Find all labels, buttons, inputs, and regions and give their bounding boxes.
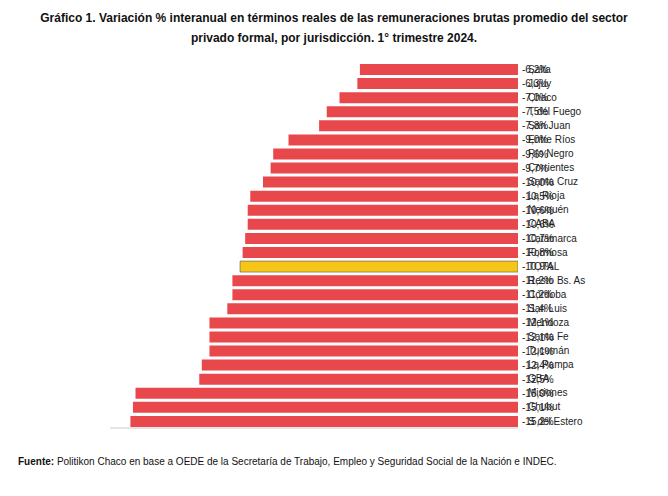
svg-text:-10,9%: -10,9% (522, 261, 554, 272)
svg-text:-10,7%: -10,7% (522, 233, 554, 244)
svg-text:-11,2%: -11,2% (522, 275, 553, 286)
svg-text:-11,2%: -11,2% (522, 289, 553, 300)
svg-text:-10,0%: -10,0% (522, 177, 554, 188)
svg-text:Corrientes: Corrientes (528, 162, 575, 174)
svg-text:-7,8%: -7,8% (522, 120, 548, 131)
html-text:Fuente: Politikon Chaco en bas: Fuente: Politikon Chaco en base a OEDE d… (18, 456, 557, 467)
svg-text:-10,6%: -10,6% (522, 219, 554, 230)
svg-text:-12,5%: -12,5% (522, 374, 554, 385)
svg-text:-12,1%: -12,1% (522, 346, 554, 357)
svg-text:-9,6%: -9,6% (522, 149, 548, 160)
svg-text:-6,2%: -6,2% (522, 64, 548, 75)
svg-text:Resto Bs. As: Resto Bs. As (528, 274, 586, 286)
svg-text:Río Negro: Río Negro (528, 148, 574, 160)
svg-text:-6,3%: -6,3% (522, 78, 548, 89)
svg-text:-7,5%: -7,5% (522, 106, 548, 117)
html-text:Gráfico 1. Variación % interan: Gráfico 1. Variación % interanual en tér… (40, 11, 628, 45)
svg-text:T del Fuego: T del Fuego (528, 105, 582, 117)
svg-text:-15,1%: -15,1% (522, 402, 554, 413)
svg-text:-10,8%: -10,8% (522, 247, 554, 258)
svg-text:-9,7%: -9,7% (522, 163, 548, 174)
svg-text:-15,0%: -15,0% (522, 388, 554, 399)
svg-text:-15,2%: -15,2% (522, 416, 554, 427)
svg-text:Entre Ríos: Entre Ríos (528, 134, 576, 145)
svg-text:-11,4%: -11,4% (522, 303, 553, 314)
svg-text:-9,0%: -9,0% (522, 134, 548, 145)
svg-text:-12,1%: -12,1% (522, 317, 554, 328)
svg-text:-10,6%: -10,6% (522, 205, 554, 216)
svg-text:-7,0%: -7,0% (522, 92, 548, 103)
svg-text:-12,1%: -12,1% (522, 332, 554, 343)
svg-text:S del Estero: S del Estero (528, 415, 583, 427)
svg-text:San Juan: San Juan (528, 119, 571, 131)
svg-text:-12,4%: -12,4% (522, 360, 554, 371)
svg-text:-10,5%: -10,5% (522, 191, 554, 202)
